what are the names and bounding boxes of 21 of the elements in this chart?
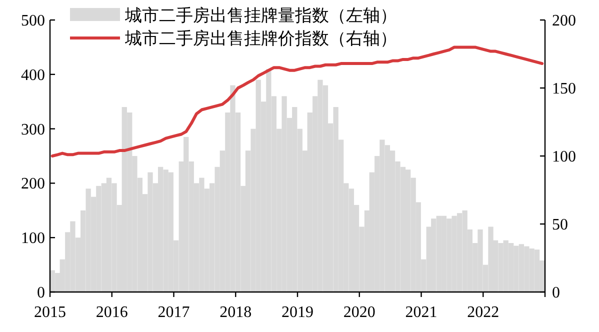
y-tick-label: 0 (37, 284, 45, 302)
legend-label: 城市二手房出售挂牌价指数（右轴） (124, 29, 397, 48)
x-tick-label: 2021 (405, 304, 438, 321)
y2-tick-label: 0 (552, 284, 560, 302)
y-tick-label: 400 (21, 66, 45, 84)
y-tick-label: 500 (21, 12, 45, 30)
y2-tick-label: 200 (552, 12, 576, 30)
x-tick-label: 2020 (343, 304, 376, 321)
legend-label: 城市二手房出售挂牌量指数（左轴） (124, 6, 397, 25)
x-tick-label: 2017 (158, 304, 190, 321)
y-tick-label: 100 (21, 230, 45, 248)
y-tick-label: 200 (21, 176, 45, 193)
y2-tick-label: 50 (552, 216, 568, 234)
y-tick-label: 300 (21, 121, 45, 138)
x-tick-label: 2016 (96, 304, 128, 321)
x-tick-label: 2018 (220, 304, 252, 321)
y2-tick-label: 100 (552, 148, 576, 166)
x-tick-label: 2019 (282, 304, 314, 321)
x-tick-label: 2022 (467, 304, 500, 321)
x-tick-label: 2015 (34, 304, 66, 321)
y2-tick-label: 150 (552, 80, 576, 98)
